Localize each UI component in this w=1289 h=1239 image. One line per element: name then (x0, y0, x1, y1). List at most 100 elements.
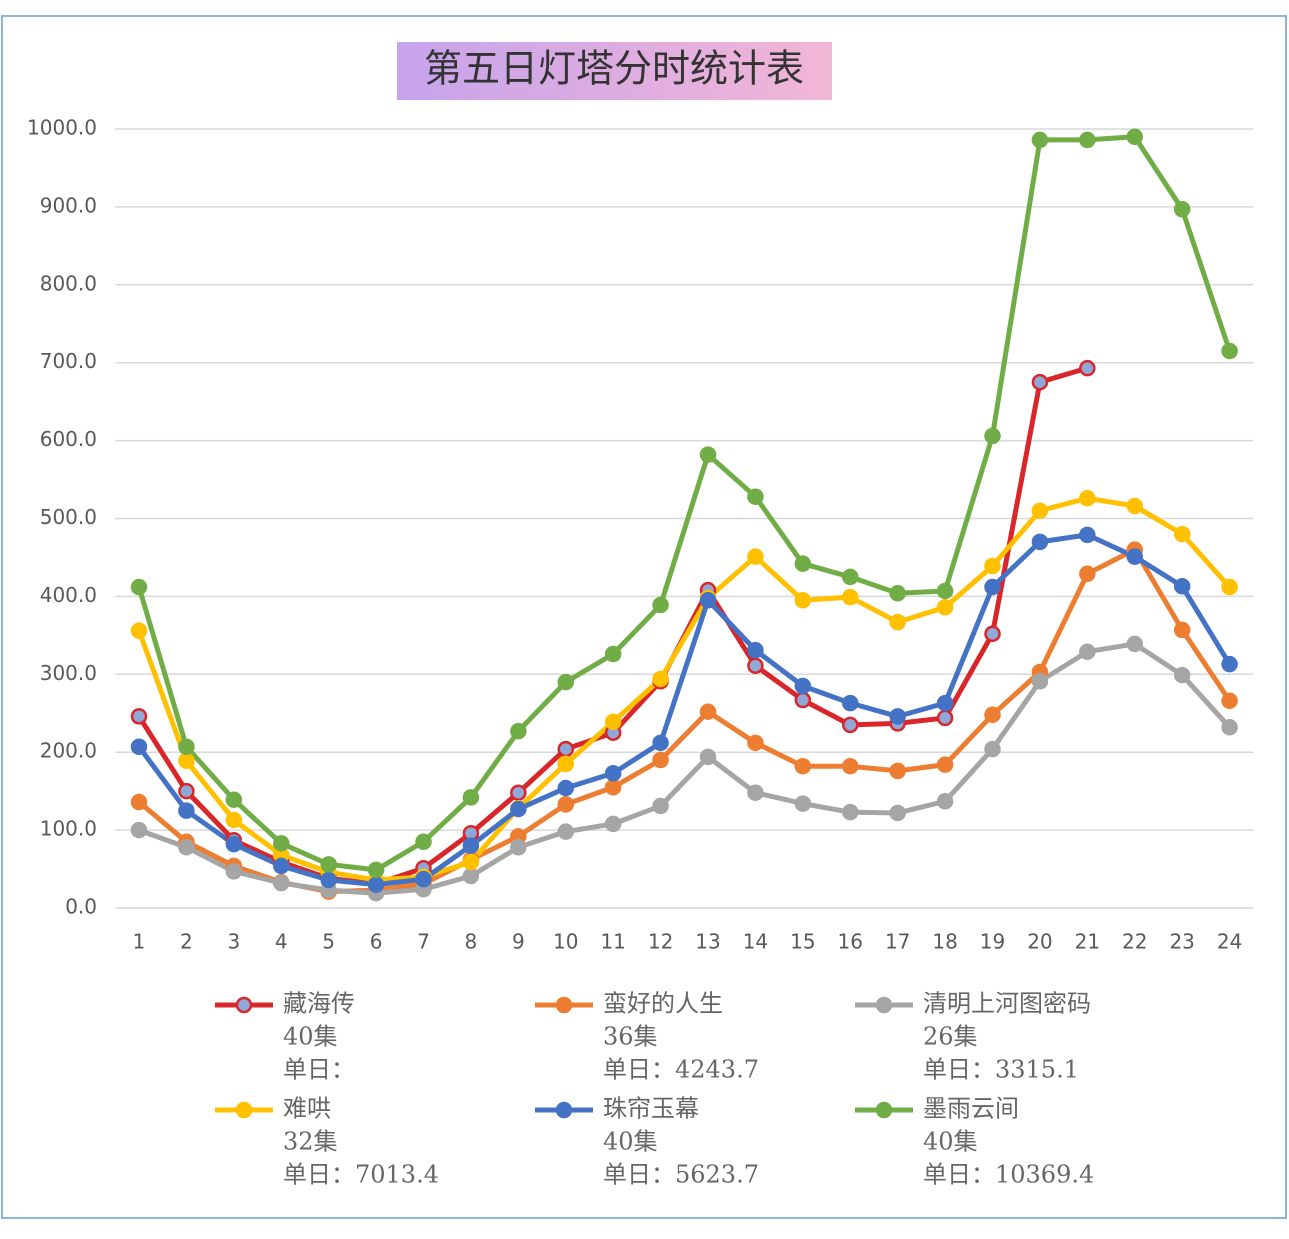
point (889, 762, 906, 780)
point (510, 784, 527, 801)
y-tick-label: 1000.0 (27, 116, 97, 140)
point (842, 803, 859, 821)
point (652, 596, 669, 614)
point (510, 800, 527, 818)
point (747, 734, 764, 752)
legend-marker (875, 996, 893, 1014)
x-tick-label: 3 (227, 930, 240, 954)
legend-label: 难哄 (283, 1095, 331, 1123)
legend-marker (235, 1101, 253, 1119)
x-tick-label: 9 (512, 930, 525, 954)
legend-label: 藏海传 (283, 990, 355, 1018)
point (273, 835, 290, 852)
chart-title: 第五日灯塔分时统计表 (424, 47, 804, 91)
point (889, 613, 906, 631)
x-tick-label: 19 (980, 930, 1005, 954)
point (1221, 719, 1238, 736)
point (1031, 373, 1049, 391)
point (178, 752, 195, 770)
point (1173, 621, 1191, 639)
point (1221, 692, 1238, 710)
point (842, 716, 859, 734)
point (1079, 565, 1096, 583)
point (415, 833, 432, 851)
x-tick-label: 22 (1122, 930, 1147, 954)
point (1221, 655, 1238, 673)
legend-label: 珠帘玉幕 (603, 1095, 699, 1123)
point (557, 740, 575, 758)
y-tick-label: 800.0 (40, 271, 97, 295)
point (842, 568, 859, 586)
point (984, 557, 1001, 575)
point (1173, 578, 1191, 595)
point (130, 622, 148, 639)
legend-detail: 40集 (603, 1128, 658, 1156)
x-tick-label: 14 (743, 930, 768, 954)
x-tick-label: 18 (932, 930, 957, 954)
legend-label: 墨雨云间 (923, 1095, 1019, 1123)
point (415, 870, 432, 888)
point (889, 585, 906, 602)
x-tick-label: 4 (275, 930, 288, 954)
x-tick-label: 20 (1027, 930, 1052, 954)
point (984, 740, 1001, 758)
point (462, 837, 480, 854)
point (889, 804, 906, 822)
x-tick-label: 11 (600, 930, 625, 954)
point (178, 838, 195, 856)
legend-detail: 32集 (283, 1128, 338, 1156)
point (557, 779, 575, 797)
x-tick-label: 7 (417, 930, 430, 954)
x-tick-label: 24 (1217, 930, 1242, 954)
x-tick-label: 13 (695, 930, 720, 954)
legend-detail: 40集 (923, 1128, 978, 1156)
point (1031, 533, 1049, 551)
point (1079, 489, 1096, 507)
point (1079, 643, 1096, 660)
point (699, 748, 717, 766)
point (1221, 578, 1238, 596)
point (842, 757, 859, 775)
legend-label: 蛮好的人生 (603, 990, 723, 1018)
legend-marker (875, 1101, 893, 1119)
point (130, 738, 148, 755)
point (225, 863, 243, 880)
point (367, 876, 385, 893)
point (652, 797, 669, 815)
x-tick-label: 16 (838, 930, 863, 954)
legend-detail: 单日：4243.7 (603, 1056, 759, 1084)
point (1126, 635, 1144, 653)
point (889, 708, 906, 725)
point (604, 779, 622, 796)
point (604, 713, 622, 731)
y-tick-label: 300.0 (40, 661, 97, 685)
legend-detail: 40集 (283, 1023, 338, 1051)
y-tick-label: 600.0 (40, 427, 97, 451)
y-tick-label: 0.0 (65, 895, 97, 919)
point (604, 764, 622, 782)
legend-marker (555, 1101, 573, 1119)
point (557, 755, 575, 773)
point (794, 757, 812, 775)
point (1126, 497, 1144, 515)
legend-label: 清明上河图密码 (923, 990, 1091, 1018)
point (130, 793, 148, 811)
point (842, 588, 859, 606)
point (747, 548, 764, 565)
point (652, 670, 669, 688)
legend-marker (555, 996, 573, 1014)
point (604, 645, 622, 663)
legend-detail: 单日：5623.7 (603, 1161, 759, 1189)
point (1126, 128, 1144, 146)
point (1173, 200, 1191, 218)
x-tick-label: 15 (790, 930, 815, 954)
x-tick-label: 23 (1169, 930, 1194, 954)
series-line (136, 495, 1232, 883)
legend-detail: 26集 (923, 1023, 978, 1051)
point (1031, 502, 1049, 519)
point (225, 811, 243, 829)
point (557, 673, 575, 691)
point (273, 874, 290, 892)
point (178, 738, 195, 755)
